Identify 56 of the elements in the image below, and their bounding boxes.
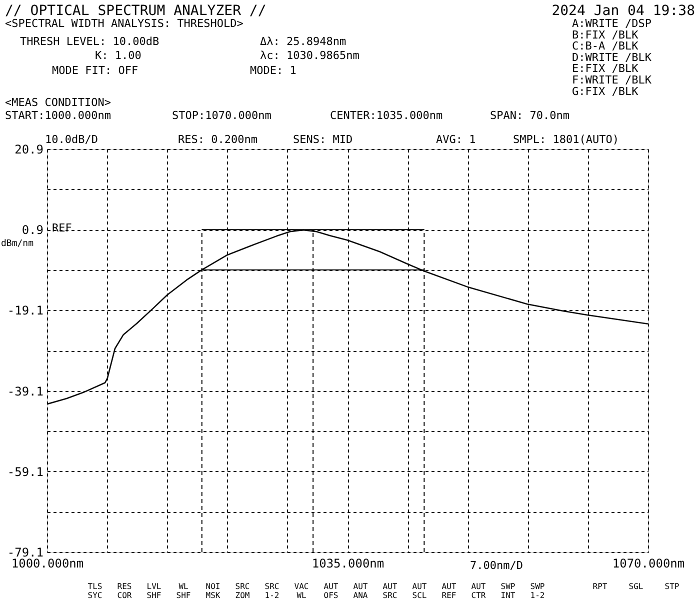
text: AUT CTR xyxy=(471,582,486,600)
x-tick-label: 1070.000nm xyxy=(612,556,685,570)
text: LVL SHF xyxy=(146,582,162,600)
text: RPT xyxy=(592,582,608,591)
x-axis-title: 7.00nm/D xyxy=(470,559,523,572)
text: λc: 1030.9865nm xyxy=(260,49,360,62)
text: SWP INT xyxy=(500,582,516,600)
text: AUT SRC xyxy=(382,582,398,600)
text: WL SHF xyxy=(176,582,191,600)
text: <SPECTRAL WIDTH ANALYSIS: THRESHOLD> xyxy=(5,17,244,30)
text: C:B-A /BLK xyxy=(572,40,639,53)
chart-title: // OPTICAL SPECTRUM ANALYZER // xyxy=(5,3,266,19)
y-tick-label: -19.1 xyxy=(7,304,44,318)
text: STOP:1070.000nm xyxy=(172,109,272,122)
y-tick-label: -39.1 xyxy=(7,384,44,398)
text: 10.0dB/D xyxy=(45,133,98,146)
text: MODE FIT: OFF xyxy=(52,64,138,77)
text: B:FIX /BLK xyxy=(572,28,639,42)
y-tick-label: 0.9 xyxy=(22,223,44,238)
text: SENS: MID xyxy=(293,133,353,146)
text: A:WRITE /DSP xyxy=(572,17,652,30)
text: AUT SCL xyxy=(412,582,427,600)
text: F:WRITE /BLK xyxy=(572,74,652,86)
text: NOI MSK xyxy=(206,582,220,600)
text: VAC WL xyxy=(294,582,309,600)
x-tick-label: 1035.000nm xyxy=(312,556,384,570)
text: SWP 1-2 xyxy=(530,582,545,600)
text: STP xyxy=(664,582,680,591)
text: AUT ANA xyxy=(353,582,368,600)
text: G:FIX /BLK xyxy=(572,84,639,98)
text: SRC 1-2 xyxy=(264,582,280,600)
y-tick-label: 20.9 xyxy=(14,142,44,156)
text: SMPL: 1801(AUTO) xyxy=(513,133,619,146)
y-tick-label: -59.1 xyxy=(7,464,44,479)
text: AUT OFS xyxy=(324,582,338,600)
text: SGL xyxy=(628,582,644,591)
x-tick-label: 1000.000nm xyxy=(11,556,84,570)
text: AVG: 1 xyxy=(436,133,476,146)
text: RES COR xyxy=(117,582,132,600)
text: D:WRITE /BLK xyxy=(572,50,652,64)
text: TLS SYC xyxy=(88,582,102,600)
text: CENTER:1035.000nm xyxy=(330,109,443,122)
text: E:FIX /BLK xyxy=(572,62,639,76)
text: K: 1.00 xyxy=(95,49,142,62)
text: Δλ: 25.8948nm xyxy=(260,35,346,48)
text: <MEAS CONDITION> xyxy=(5,96,112,109)
text: THRESH LEVEL: 10.00dB xyxy=(20,35,160,48)
text: MODE: 1 xyxy=(250,64,296,77)
chart-subtitle: 2024 Jan 04 19:38 xyxy=(552,3,695,19)
text: RES: 0.200nm xyxy=(178,133,258,146)
y-tick-label: -79.1 xyxy=(7,546,44,560)
text: SPAN: 70.0nm xyxy=(490,109,570,122)
y-axis-title: dBm/nm xyxy=(1,239,34,249)
text: SRC ZOM xyxy=(235,582,250,600)
text: START:1000.000nm xyxy=(5,109,112,122)
text: AUT REF xyxy=(442,582,456,600)
